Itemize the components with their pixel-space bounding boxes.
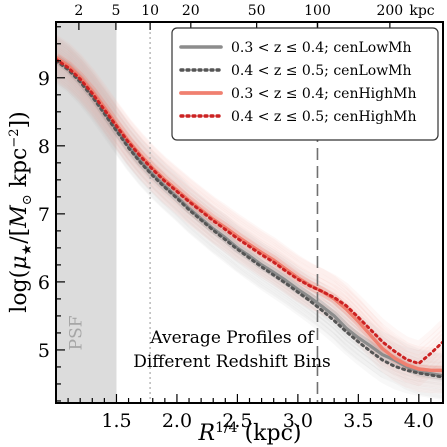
legend-label-2: 0.4 < z ≤ 0.5; cenLowMh	[231, 63, 412, 79]
y-tick-label: 5	[38, 340, 50, 362]
background-profile	[56, 75, 443, 394]
background-profile	[56, 36, 443, 358]
y-tick-label: 7	[38, 204, 50, 226]
top-tick-label: 20	[182, 3, 200, 19]
background-profile	[56, 77, 443, 387]
legend-label-3: 0.3 < z ≤ 0.4; cenHighMh	[231, 86, 417, 102]
y-tick-label: 6	[38, 272, 50, 294]
top-tick-label: 2	[74, 3, 83, 19]
background-profile	[56, 71, 443, 394]
top-tick-label: 10	[141, 3, 159, 19]
y-axis-ticks: 5 6 7 8 9	[38, 26, 65, 402]
annotation: Average Profiles of Different Redshift B…	[133, 328, 331, 372]
y-tick-label: 9	[38, 68, 50, 90]
background-profile	[56, 68, 443, 390]
series-lines	[56, 53, 443, 381]
series-line-2	[56, 59, 443, 379]
x-tick-label: 3.5	[343, 410, 373, 432]
x-tick-label: 4.0	[404, 410, 434, 432]
top-axis-ticks: 2 5 10 20 50 100 200	[74, 3, 403, 30]
top-tick-label: 5	[111, 3, 120, 19]
top-tick-label: 100	[304, 3, 331, 19]
background-profile	[56, 49, 443, 367]
legend-label-1: 0.3 < z ≤ 0.4; cenLowMh	[231, 40, 412, 56]
background-profile	[56, 38, 443, 360]
background-profile	[56, 41, 443, 364]
top-axis-unit-label: kpc	[409, 3, 434, 19]
background-profile	[56, 47, 443, 356]
background-profile	[56, 66, 443, 389]
x-tick-label: 1.5	[101, 410, 131, 432]
x-axis-title: R1/4 (kpc)	[197, 420, 301, 446]
annotation-line-1: Average Profiles of	[149, 328, 315, 348]
background-profile	[56, 45, 443, 363]
annotation-line-2: Different Redshift Bins	[133, 352, 331, 372]
legend-label-4: 0.4 < z ≤ 0.5; cenHighMh	[231, 109, 417, 125]
background-profile	[56, 61, 443, 383]
background-profile	[56, 40, 443, 358]
legend-box	[171, 27, 439, 141]
background-profile	[56, 79, 443, 401]
background-profile	[56, 73, 443, 395]
top-tick-label: 50	[248, 3, 266, 19]
background-profile	[56, 36, 443, 346]
y-tick-label: 8	[38, 136, 50, 158]
background-profile	[56, 34, 443, 353]
x-tick-label: 3.0	[283, 410, 313, 432]
background-profile	[56, 51, 443, 360]
series-line-4	[56, 57, 443, 365]
x-axis-ticks: 1.5 2.0 2.5 3.0 3.5 4.0	[67, 394, 434, 432]
background-profile	[56, 77, 443, 399]
legend: 0.3 < z ≤ 0.4; cenLowMh 0.4 < z ≤ 0.5; ce…	[171, 27, 439, 141]
top-tick-label: 200	[376, 3, 403, 19]
psf-label: PSF	[66, 315, 86, 350]
background-profile	[56, 42, 443, 352]
plot-area: PSF	[56, 22, 443, 403]
x-tick-label: 2.5	[222, 410, 252, 432]
background-profile	[56, 64, 443, 386]
x-tick-label: 2.0	[162, 410, 192, 432]
